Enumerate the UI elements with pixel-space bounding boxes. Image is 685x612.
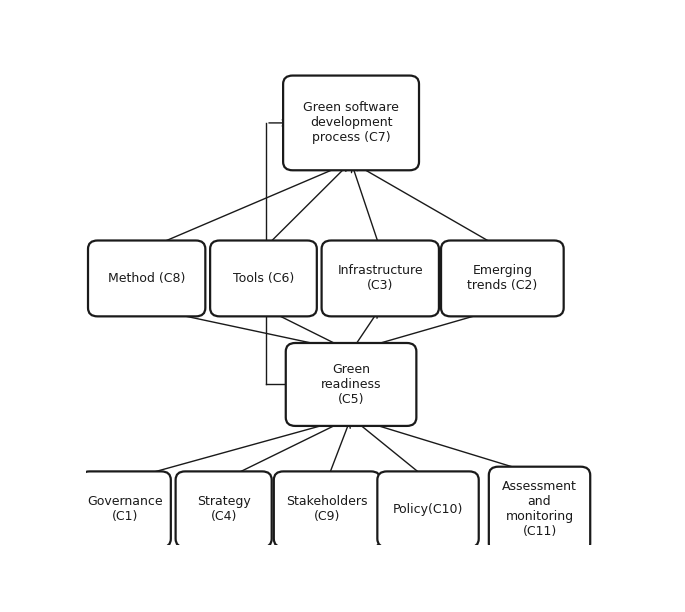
FancyBboxPatch shape [286, 343, 416, 426]
Text: Stakeholders
(C9): Stakeholders (C9) [286, 495, 368, 523]
Text: Green
readiness
(C5): Green readiness (C5) [321, 363, 382, 406]
FancyBboxPatch shape [80, 471, 171, 547]
Text: Method (C8): Method (C8) [108, 272, 186, 285]
Text: Green software
development
process (C7): Green software development process (C7) [303, 102, 399, 144]
Text: Emerging
trends (C2): Emerging trends (C2) [467, 264, 538, 293]
FancyBboxPatch shape [175, 471, 272, 547]
FancyBboxPatch shape [88, 241, 206, 316]
FancyBboxPatch shape [441, 241, 564, 316]
FancyBboxPatch shape [283, 75, 419, 170]
FancyBboxPatch shape [321, 241, 439, 316]
FancyBboxPatch shape [210, 241, 317, 316]
FancyBboxPatch shape [377, 471, 479, 547]
Text: Assessment
and
monitoring
(C11): Assessment and monitoring (C11) [502, 480, 577, 539]
Text: Strategy
(C4): Strategy (C4) [197, 495, 251, 523]
Text: Governance
(C1): Governance (C1) [88, 495, 163, 523]
Text: Infrastructure
(C3): Infrastructure (C3) [338, 264, 423, 293]
Text: Tools (C6): Tools (C6) [233, 272, 294, 285]
FancyBboxPatch shape [489, 467, 590, 552]
Text: Policy(C10): Policy(C10) [393, 503, 463, 516]
FancyBboxPatch shape [274, 471, 381, 547]
